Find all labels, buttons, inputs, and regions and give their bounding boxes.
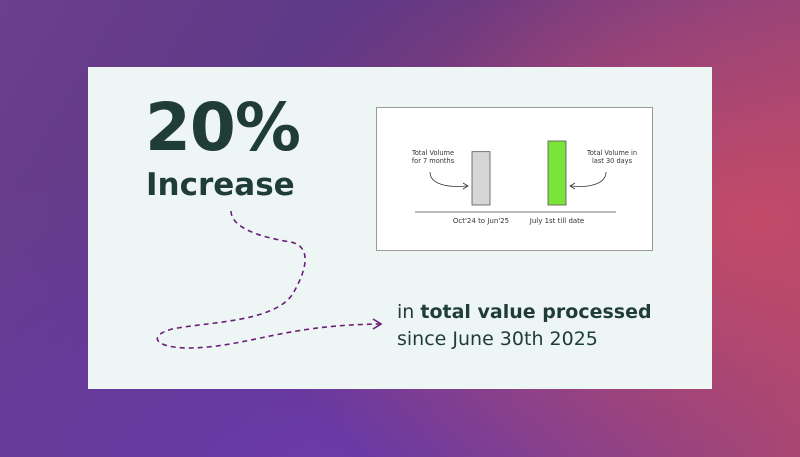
bar-2 [547,140,567,206]
info-card: 20% Increase in total value processed si… [88,67,712,389]
caption: in total value processed since June 30th… [397,299,652,353]
bar-chart: Oct'24 to Jun'25 July 1st till date Total … [411,140,637,225]
chart-panel: Oct'24 to Jun'25 July 1st till date Total … [376,107,653,251]
annotation-label: Total Volume in [586,149,637,157]
annotation-label: for 7 months [412,157,455,165]
headline-label: Increase [146,167,295,203]
annotation-label: last 30 days [592,157,633,165]
caption-line-1: in total value processed [397,299,652,326]
annotation-arrow [570,171,607,187]
annotation-arrowhead [462,182,469,190]
dashed-arrow-icon [156,210,383,349]
caption-prefix: in [397,301,421,323]
caption-emphasis: total value processed [420,301,652,323]
caption-line-2: since June 30th 2025 [397,328,598,350]
x-tick-label: Oct'24 to Jun'25 [453,217,509,225]
bar-1 [471,151,491,206]
annotation-arrowhead [569,182,576,190]
annotation-label: Total Volume [411,149,454,157]
headline-percent: 20% [145,89,301,166]
annotation-arrow [429,171,468,187]
x-tick-label: July 1st till date [529,217,584,225]
